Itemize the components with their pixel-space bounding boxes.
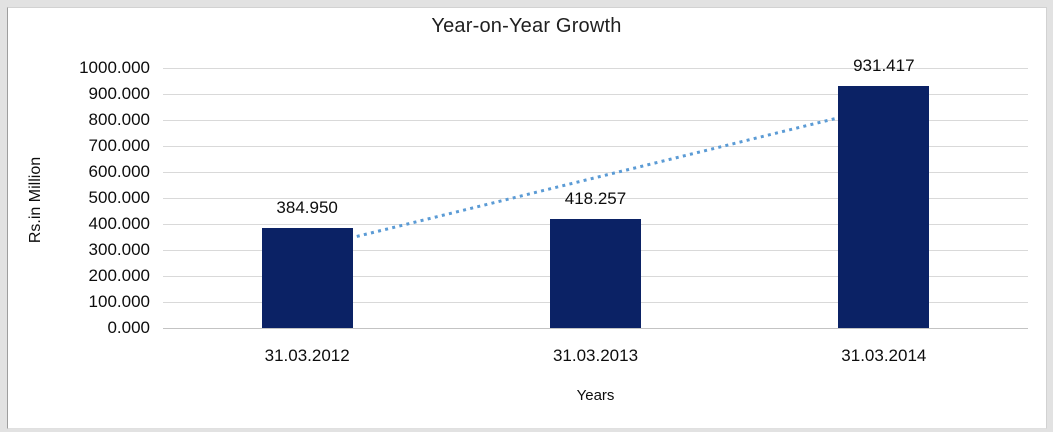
y-tick-label: 900.000: [88, 84, 150, 103]
gridline: [163, 68, 1028, 69]
y-tick-label: 700.000: [88, 136, 150, 155]
y-tick-label: 200.000: [88, 266, 150, 285]
bar-value-label: 418.257: [564, 189, 627, 209]
x-category-label: 31.03.2014: [841, 346, 927, 365]
y-tick-label: 300.000: [88, 240, 150, 259]
y-tick-label: 400.000: [88, 214, 150, 233]
gridline: [163, 94, 1028, 95]
y-tick-label: 100.000: [88, 292, 150, 311]
bar: [838, 85, 930, 328]
y-tick-label: 500.000: [88, 188, 150, 207]
y-tick-label: 600.000: [88, 162, 150, 181]
bar-value-label: 384.950: [276, 197, 338, 217]
x-category-label: 31.03.2012: [264, 346, 350, 365]
x-axis-title: Years: [576, 387, 615, 404]
y-tick-label: 800.000: [88, 110, 150, 129]
bar-value-label: 931.417: [853, 55, 915, 75]
y-tick-label: 0.000: [107, 318, 150, 337]
bar: [261, 227, 353, 328]
x-category-label: 31.03.2013: [552, 346, 639, 365]
chart-title: Year-on-Year Growth: [431, 15, 622, 37]
x-axis-line: [163, 328, 1028, 329]
y-tick-label: 1000.000: [79, 58, 150, 77]
bar: [550, 219, 641, 328]
